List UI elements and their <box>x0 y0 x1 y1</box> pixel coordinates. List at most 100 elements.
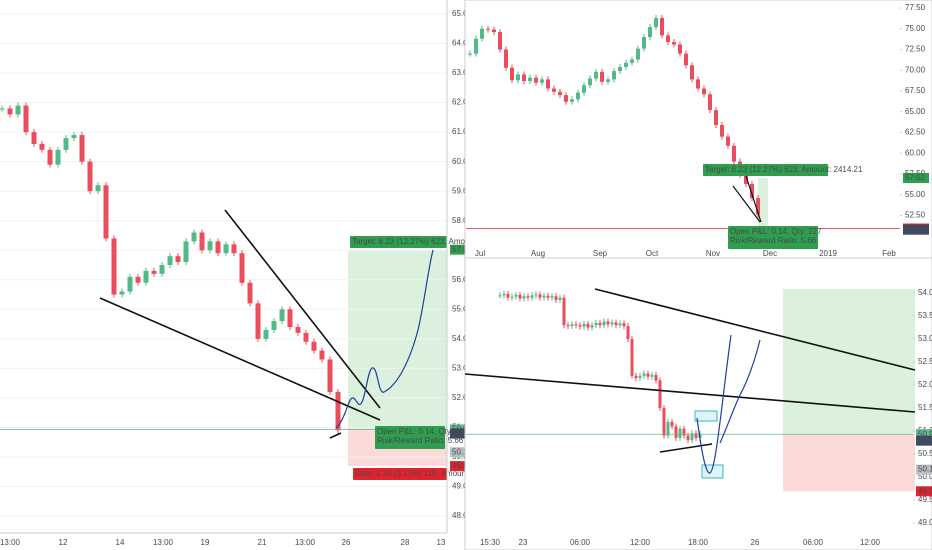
x-tick-label: 18:00 <box>688 538 709 547</box>
candle <box>335 391 341 431</box>
candle <box>662 408 666 436</box>
x-tick-label: Nov <box>706 249 720 258</box>
candle <box>143 270 149 283</box>
y-tick-label: 50.00 <box>918 472 932 481</box>
candle <box>514 294 518 297</box>
candle <box>538 294 542 298</box>
candle <box>594 71 598 79</box>
x-tick-label: Feb <box>882 249 896 258</box>
price-label-box <box>903 224 929 235</box>
x-tick-label: 13:00 <box>295 538 316 547</box>
candle <box>0 108 5 110</box>
y-tick-label: 59.00 <box>452 186 473 195</box>
candle <box>103 185 109 239</box>
y-tick-label: 49.50 <box>918 495 932 504</box>
candle <box>690 65 694 80</box>
y-tick-label: 62.50 <box>905 128 926 137</box>
candle <box>480 28 484 39</box>
candle <box>732 145 736 162</box>
y-tick-label: 52.00 <box>452 393 473 402</box>
candle <box>582 323 586 327</box>
x-tick-label: 21 <box>258 538 267 547</box>
y-tick-label: 54.00 <box>918 288 932 297</box>
annotation-text: Risk/Reward Ratio: 5.66 <box>730 236 817 245</box>
candle <box>674 426 678 438</box>
price-label-box <box>916 486 932 497</box>
y-tick-label: 65.00 <box>905 107 926 116</box>
price-label: 49.69 <box>452 461 473 470</box>
candle <box>231 244 237 254</box>
candle <box>239 253 245 283</box>
candle <box>618 323 622 326</box>
candle <box>127 276 133 292</box>
candle <box>558 91 562 96</box>
candle <box>694 433 698 438</box>
x-tick-label: 26 <box>751 538 760 547</box>
y-tick-label: 49.00 <box>452 482 473 491</box>
x-tick-label: 06:00 <box>570 538 591 547</box>
y-tick-label: 51.50 <box>918 403 932 412</box>
candle <box>63 138 69 150</box>
top-right-panel <box>464 0 932 259</box>
x-tick-label: 14 <box>116 538 125 547</box>
candle <box>546 295 550 298</box>
y-tick-label: 53.50 <box>918 311 932 320</box>
candle <box>502 293 506 296</box>
candle <box>542 295 546 298</box>
candle <box>726 136 730 146</box>
y-tick-label: 58.00 <box>452 216 473 225</box>
candle <box>504 49 508 68</box>
y-tick-label: 52.50 <box>918 357 932 366</box>
candle <box>526 296 530 298</box>
x-tick-label: 06:00 <box>803 538 824 547</box>
candle <box>175 256 181 263</box>
price-label: 50.93 <box>918 429 932 438</box>
annotation-box <box>350 236 447 248</box>
price-label: 50.79 <box>452 429 473 438</box>
x-tick-label: 26 <box>342 538 351 547</box>
candle <box>159 265 165 274</box>
price-label: 57.02 <box>452 245 473 254</box>
candle <box>319 350 325 360</box>
candle <box>47 149 53 165</box>
candle <box>55 149 61 165</box>
candle <box>516 74 520 81</box>
candle <box>183 241 189 263</box>
y-tick-label: 49.00 <box>918 518 932 527</box>
price-label-box <box>916 464 932 475</box>
candle <box>486 28 490 30</box>
y-tick-label: 61.00 <box>452 127 473 136</box>
annotation-box <box>375 426 445 449</box>
candle <box>696 79 700 89</box>
trade-zone <box>783 289 915 435</box>
candle <box>255 303 261 339</box>
candle <box>550 296 554 298</box>
annotation-text: Risk/Reward Ratio: 5.66 <box>377 436 464 445</box>
candle <box>167 256 173 266</box>
y-tick-label: 60.00 <box>905 148 926 157</box>
candle <box>570 324 574 327</box>
candle <box>666 421 670 436</box>
candle <box>271 321 277 330</box>
candle <box>714 110 718 126</box>
candle <box>15 105 21 115</box>
candle <box>672 42 676 45</box>
y-tick-label: 50.50 <box>918 449 932 458</box>
candle <box>666 35 670 43</box>
candle <box>279 309 285 322</box>
y-tick-label: 55.00 <box>905 190 926 199</box>
price-label: 50.79 <box>905 225 926 234</box>
candle <box>564 95 568 102</box>
annotation-box <box>353 468 447 480</box>
candle <box>510 296 514 298</box>
candle <box>670 421 674 427</box>
candle <box>492 29 496 33</box>
trade-zone <box>348 249 447 430</box>
trade-zone <box>783 434 915 492</box>
candle <box>71 135 77 139</box>
candle <box>720 125 724 137</box>
candle <box>540 79 544 83</box>
price-label: 50.16 <box>452 447 473 456</box>
candle <box>135 276 141 283</box>
